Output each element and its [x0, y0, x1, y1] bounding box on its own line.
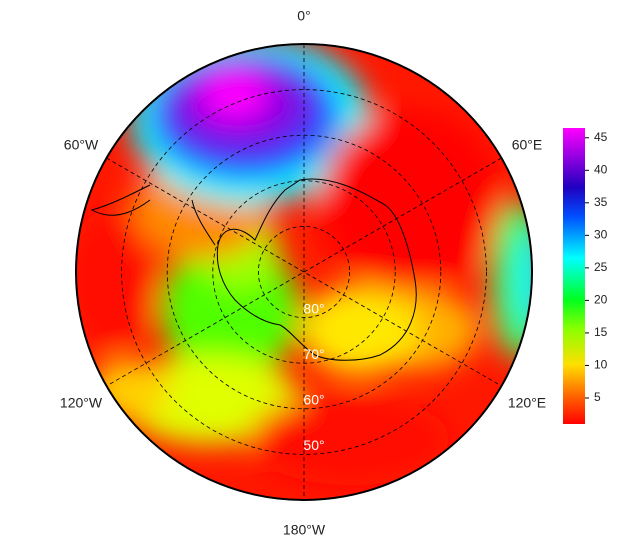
colorbar-tick-label: 35: [594, 195, 608, 209]
colorbar-tick-label: 20: [594, 293, 608, 307]
latitude-label: 50°: [303, 437, 324, 453]
lon-label: 60°E: [512, 137, 543, 153]
colorbar-tick-label: 5: [594, 390, 601, 404]
field: [76, 44, 532, 500]
map-border: [75, 43, 533, 501]
colorbar-tick-label: 30: [594, 228, 608, 242]
latitude-label: 70°: [303, 346, 324, 362]
latitude-circle: [257, 225, 350, 318]
lon-label: 120°W: [60, 395, 103, 411]
lon-label: 60°W: [64, 137, 99, 153]
colorbar-tick-label: 25: [594, 260, 608, 274]
lon-label: 0°: [297, 8, 310, 24]
latitude-label: 60°: [303, 392, 324, 408]
coastline: [90, 178, 417, 361]
latitude-labels: 80° 70° 60° 50°: [303, 300, 324, 453]
lon-label: 180°W: [283, 522, 326, 538]
latitude-circle: [121, 89, 487, 455]
colorbar-tick-label: 40: [594, 162, 608, 176]
colorbar-ticks: 5 10 15 20 25 30 35 40 45: [585, 130, 608, 404]
latitude-circle: [166, 134, 442, 410]
colorbar: [563, 128, 585, 424]
colorbar-tick-label: 15: [594, 325, 608, 339]
lon-label: 120°E: [508, 395, 546, 411]
colorbar-tick-label: 10: [594, 358, 608, 372]
latitude-label: 80°: [303, 300, 324, 316]
colorbar-tick-label: 45: [594, 130, 608, 144]
latitude-circle: [212, 180, 396, 364]
graticule: [106, 44, 502, 500]
